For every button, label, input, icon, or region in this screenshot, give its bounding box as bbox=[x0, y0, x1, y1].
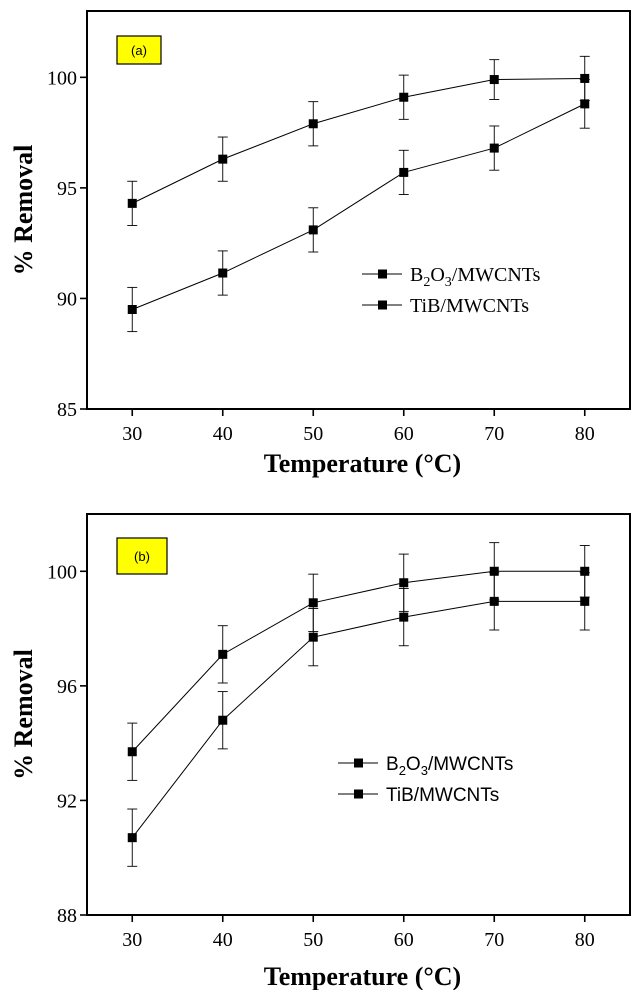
data-point bbox=[127, 305, 137, 314]
y-tick-label: 100 bbox=[47, 561, 77, 583]
series-line bbox=[132, 103, 585, 310]
series-b2o3 bbox=[127, 572, 590, 867]
data-point bbox=[127, 747, 137, 757]
data-point bbox=[489, 596, 499, 606]
series-line bbox=[132, 77, 585, 204]
x-tick-label: 60 bbox=[394, 929, 414, 951]
x-tick-label: 40 bbox=[213, 929, 233, 951]
data-point bbox=[489, 75, 499, 85]
y-tick-label: 88 bbox=[57, 905, 77, 927]
x-tick-label: 40 bbox=[213, 423, 233, 445]
data-point bbox=[218, 715, 228, 725]
y-tick-label: 96 bbox=[57, 676, 77, 698]
series-b2o3 bbox=[127, 79, 590, 333]
y-axis-label: % Removal bbox=[9, 145, 38, 276]
legend-marker bbox=[354, 758, 363, 768]
data-point bbox=[308, 119, 318, 129]
legend-entry: B2O3/MWCNTs bbox=[362, 264, 541, 290]
data-point bbox=[580, 566, 590, 576]
legend-marker bbox=[378, 300, 387, 310]
data-point bbox=[580, 596, 590, 606]
data-point bbox=[218, 268, 228, 278]
x-tick-label: 50 bbox=[303, 423, 323, 445]
y-tick-label: 92 bbox=[57, 790, 77, 812]
data-point bbox=[308, 632, 318, 642]
y-tick-label: 85 bbox=[57, 399, 77, 421]
legend-entry: TiB/MWCNTs bbox=[362, 295, 529, 317]
series-line bbox=[131, 600, 585, 838]
data-point bbox=[218, 649, 228, 659]
x-tick-label: 70 bbox=[484, 423, 504, 445]
legend-label: TiB/MWCNTs bbox=[410, 295, 529, 317]
data-point bbox=[127, 833, 137, 843]
panel-label: (a) bbox=[131, 43, 147, 58]
data-point bbox=[399, 92, 409, 102]
series-tib bbox=[127, 542, 590, 781]
data-point bbox=[399, 612, 409, 622]
chart-panel-b: 30 40 50 60 70 80 88 92 96 100 Temperature (°C) % R… bbox=[9, 513, 631, 990]
panel-label: (b) bbox=[134, 549, 150, 564]
series-line bbox=[131, 570, 585, 753]
legend-entry: B2O3/MWCNTs bbox=[338, 754, 513, 778]
data-point bbox=[308, 225, 318, 235]
data-point bbox=[580, 99, 590, 109]
x-tick-label: 80 bbox=[575, 423, 595, 445]
y-tick-label: 95 bbox=[57, 178, 77, 200]
series-tib bbox=[127, 55, 590, 226]
x-tick-label: 30 bbox=[122, 929, 142, 951]
legend-label: B2O3/MWCNTs bbox=[410, 264, 541, 290]
data-point bbox=[489, 566, 499, 576]
panel-label-box bbox=[116, 537, 168, 575]
x-tick-label: 60 bbox=[394, 423, 414, 445]
x-tick-label: 70 bbox=[484, 929, 504, 951]
plot-frame bbox=[86, 513, 631, 916]
data-point bbox=[127, 198, 137, 208]
legend-label: B2O3/MWCNTs bbox=[386, 754, 513, 778]
legend-entry: TiB/MWCNTs bbox=[338, 785, 499, 806]
x-tick-label: 80 bbox=[575, 929, 595, 951]
data-point bbox=[218, 154, 228, 164]
y-tick-label: 100 bbox=[47, 67, 77, 89]
x-axis-label: Temperature (°C) bbox=[264, 962, 461, 990]
data-point bbox=[399, 578, 409, 588]
legend-marker bbox=[378, 269, 387, 279]
x-axis-label: Temperature (°C) bbox=[264, 449, 461, 478]
data-point bbox=[489, 143, 499, 153]
plot-frame bbox=[86, 10, 631, 410]
x-tick-label: 50 bbox=[303, 929, 323, 951]
y-axis-label: % Removal bbox=[9, 649, 38, 780]
y-tick-label: 90 bbox=[57, 288, 77, 310]
data-point bbox=[580, 73, 590, 83]
chart-panel-a: 30 40 50 60 70 80 85 90 95 100 Temperature (°C) % R… bbox=[9, 10, 631, 478]
x-tick-label: 30 bbox=[122, 423, 142, 445]
panel-label-box bbox=[116, 35, 162, 65]
legend-label: TiB/MWCNTs bbox=[386, 785, 499, 806]
legend-marker bbox=[354, 789, 363, 799]
data-point bbox=[308, 598, 318, 608]
data-point bbox=[399, 167, 409, 177]
